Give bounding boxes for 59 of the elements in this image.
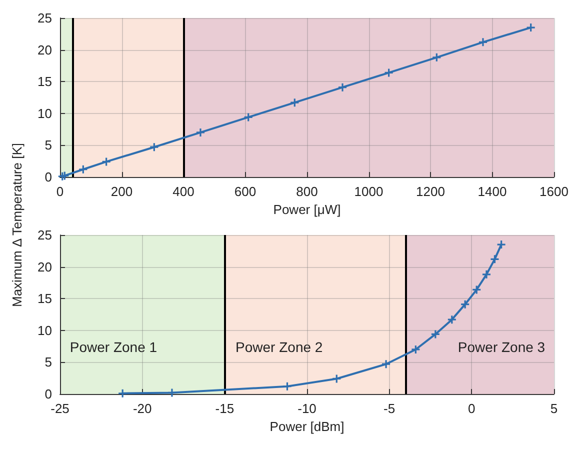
- band-label: Power Zone 2: [236, 338, 323, 355]
- point: [526, 24, 535, 32]
- y-tick-label: 10: [38, 322, 52, 338]
- point: [168, 388, 176, 397]
- point: [478, 38, 487, 46]
- point: [382, 360, 390, 368]
- x-tick-label: -25: [50, 401, 70, 416]
- x-tick-label: 1000: [354, 184, 384, 199]
- point: [384, 68, 393, 77]
- point: [431, 330, 440, 338]
- x-tick-label: -15: [215, 401, 234, 416]
- x-tick-label: 1400: [478, 184, 507, 199]
- point: [79, 165, 88, 174]
- x-tick-label: -5: [384, 401, 396, 416]
- point: [497, 240, 506, 249]
- band-label: Power Zone 1: [70, 338, 158, 355]
- point: [461, 300, 470, 308]
- y-tick-label: 10: [38, 106, 52, 121]
- x-axis-title: Power [μW]: [273, 202, 341, 217]
- band-label: Power Zone 3: [458, 338, 546, 355]
- point: [150, 143, 158, 152]
- x-tick-label: 200: [110, 184, 133, 199]
- x-tick-label: 400: [172, 184, 194, 199]
- y-tick-label: 25: [38, 10, 52, 26]
- point: [490, 255, 499, 264]
- point: [332, 374, 341, 383]
- point: [60, 172, 69, 180]
- point: [412, 345, 420, 354]
- point: [118, 389, 127, 398]
- y-tick-label: 25: [38, 228, 52, 242]
- x-tick-label: -10: [298, 401, 316, 416]
- y-axis-title: Maximum Δ Temperature [K]: [10, 142, 24, 308]
- y-tick-label: 15: [38, 74, 52, 90]
- x-axis-title: Power [dBm]: [270, 419, 344, 434]
- point: [472, 286, 481, 294]
- x-tick-label: 0: [56, 184, 64, 199]
- x-tick-label: 600: [234, 184, 256, 199]
- y-tick-label: 20: [38, 42, 52, 58]
- y-tick-label: 20: [38, 259, 52, 274]
- y-tick-label: 5: [44, 354, 52, 370]
- x-tick-label: 800: [296, 184, 318, 199]
- x-tick-label: 5: [550, 401, 558, 416]
- x-tick-label: -20: [132, 401, 152, 416]
- x-tick-label: 1600: [540, 184, 568, 199]
- y-tick-label: 0: [44, 386, 52, 402]
- x-tick-label: 1200: [416, 184, 445, 199]
- x-tick-label: 0: [468, 401, 476, 416]
- point: [196, 128, 204, 136]
- point: [448, 316, 456, 324]
- point: [290, 98, 299, 107]
- point: [244, 113, 252, 122]
- y-tick-label: 15: [38, 291, 52, 306]
- point: [102, 158, 110, 166]
- point: [338, 83, 347, 92]
- y-tick-label: 5: [44, 138, 52, 153]
- point: [283, 382, 292, 390]
- point: [482, 270, 490, 278]
- point: [432, 53, 441, 62]
- y-tick-label: 0: [44, 170, 52, 184]
